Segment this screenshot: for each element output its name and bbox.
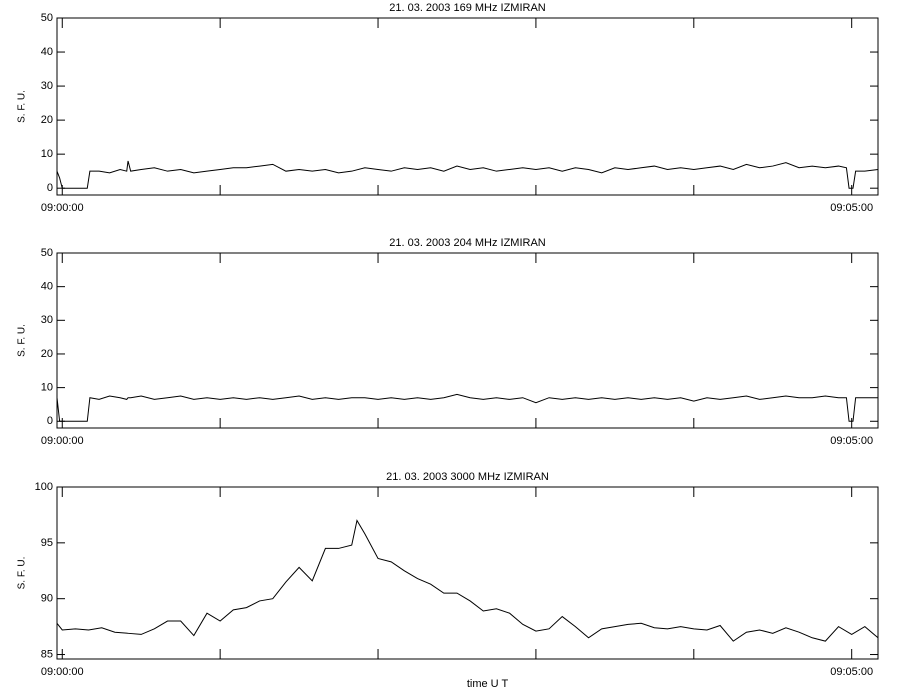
y-tick-label: 95 [41,537,53,549]
data-line [56,160,879,189]
y-tick-label: 40 [41,281,53,293]
y-tick-label: 20 [41,348,53,360]
y-tick-label: 85 [41,648,53,660]
y-tick-label: 90 [41,593,53,605]
y-tick-label: 20 [41,114,53,126]
y-axis-label: S. F. U. [17,557,28,590]
x-axis-label: time U T [467,678,509,690]
x-tick-label: 09:00:00 [41,435,84,447]
y-tick-label: 50 [41,247,53,259]
y-axis-label: S. F. U. [17,90,28,123]
chart-title: 21. 03. 2003 169 MHz IZMIRAN [389,2,546,14]
data-line [56,519,879,642]
y-axis-label: S. F. U. [17,324,28,357]
x-tick-label: 09:00:00 [41,202,84,214]
x-tick-label: 09:00:00 [41,666,84,678]
y-tick-label: 50 [41,12,53,24]
plot-frame [56,17,879,196]
chart-title: 21. 03. 2003 204 MHz IZMIRAN [389,237,546,249]
y-tick-label: 30 [41,314,53,326]
x-tick-label: 09:05:00 [830,435,873,447]
plot-frame [56,252,879,429]
y-tick-label: 10 [41,148,53,160]
chart-title: 21. 03. 2003 3000 MHz IZMIRAN [386,471,549,483]
data-line [56,393,878,422]
y-tick-label: 100 [35,481,53,493]
y-tick-label: 0 [47,415,53,427]
y-tick-label: 30 [41,80,53,92]
y-tick-label: 40 [41,46,53,58]
plot-frame [56,486,879,660]
x-tick-label: 09:05:00 [830,202,873,214]
y-tick-label: 10 [41,382,53,394]
y-tick-label: 0 [47,182,53,194]
x-tick-label: 09:05:00 [830,666,873,678]
